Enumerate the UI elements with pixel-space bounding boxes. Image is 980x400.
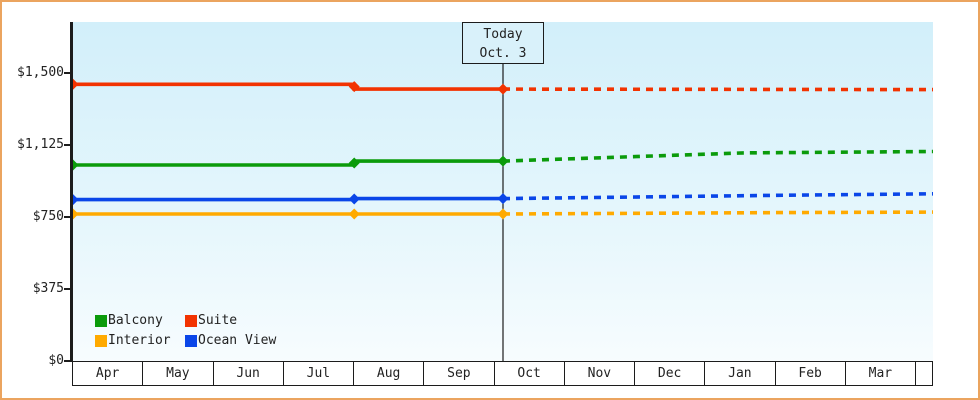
y-tick-label: $375	[32, 280, 64, 296]
today-date: Oct. 3	[479, 46, 527, 61]
series-marker	[497, 155, 509, 167]
series-marker	[497, 208, 509, 220]
series-marker	[348, 208, 360, 220]
y-tick-label: $0	[48, 353, 64, 368]
y-tick-mark	[64, 143, 70, 146]
month-cell-sep: Sep	[424, 362, 495, 385]
series-line-ocean-view-actual	[73, 196, 503, 202]
y-tick-label: $1,500	[17, 64, 64, 80]
y-tick-label: $750	[32, 208, 64, 224]
series-marker	[348, 157, 360, 169]
month-cell-dec: Dec	[635, 362, 706, 385]
series-line-suite-forecast	[502, 87, 933, 92]
month-cell-aug: Aug	[354, 362, 425, 385]
series-line-suite-actual	[73, 82, 503, 91]
legend-item-suite: Suite	[185, 313, 276, 328]
series-marker	[497, 193, 509, 205]
series-marker	[73, 208, 79, 220]
legend-label: Interior	[108, 333, 171, 348]
y-tick-label: $1,125	[17, 136, 64, 152]
x-axis-month-row: Apr May Jun Jul Aug Sep Oct Nov Dec Jan Feb Mar	[72, 361, 933, 386]
today-annotation-box: Today Oct. 3	[462, 22, 544, 64]
month-cell-feb: Feb	[776, 362, 846, 385]
series-marker	[73, 194, 79, 206]
legend-swatch	[185, 335, 197, 347]
series-marker	[348, 193, 360, 205]
series-marker	[73, 78, 79, 90]
month-cell-oct: Oct	[495, 362, 565, 385]
legend-label: Suite	[198, 313, 238, 328]
series-line-balcony-actual	[73, 159, 503, 167]
month-cell-may: May	[143, 362, 214, 385]
legend-swatch	[95, 335, 107, 347]
chart-canvas	[73, 64, 933, 361]
today-label: Today	[483, 27, 523, 42]
legend-label: Ocean View	[198, 333, 277, 348]
y-axis-line	[70, 22, 73, 362]
month-cell-mar: Mar	[846, 362, 916, 385]
legend-item-interior: Interior	[95, 333, 185, 348]
month-cell-jun: Jun	[214, 362, 284, 385]
series-marker	[73, 159, 79, 171]
y-tick-mark	[64, 71, 70, 74]
series-marker	[497, 83, 509, 95]
series-line-interior-forecast	[502, 210, 933, 216]
series-line-ocean-view-forecast	[502, 192, 933, 201]
y-tick-mark	[64, 287, 70, 290]
month-cell-apr: Apr	[73, 362, 144, 385]
series-line-balcony-forecast	[502, 149, 933, 163]
legend-item-ocean-view: Ocean View	[185, 333, 277, 348]
y-tick-mark	[64, 360, 70, 362]
month-cell-spacer	[916, 362, 932, 385]
chart-legend: Balcony Suite Interior Ocean View	[95, 313, 277, 348]
month-cell-nov: Nov	[565, 362, 635, 385]
legend-label: Balcony	[108, 313, 163, 328]
legend-swatch	[95, 315, 107, 327]
series-marker	[348, 81, 360, 93]
month-cell-jan: Jan	[705, 362, 776, 385]
legend-item-balcony: Balcony	[95, 313, 185, 328]
y-tick-mark	[64, 215, 70, 218]
month-cell-jul: Jul	[284, 362, 354, 385]
legend-swatch	[185, 315, 197, 327]
